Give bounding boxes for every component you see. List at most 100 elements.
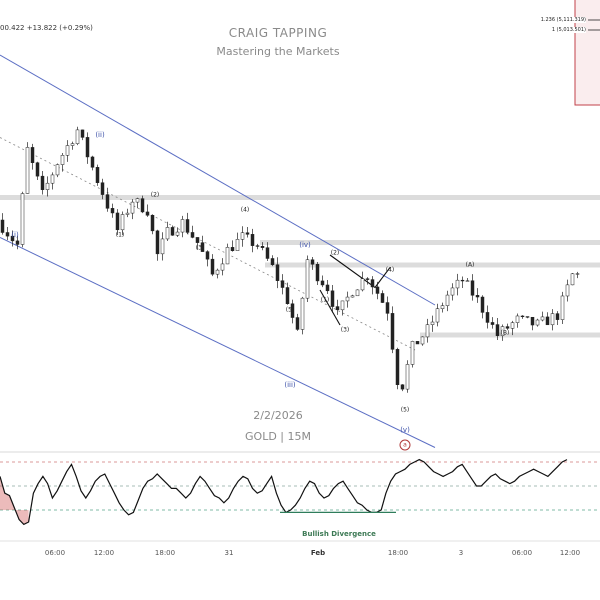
candle-body bbox=[230, 247, 235, 251]
fib-level-label: 1.236 (5,111.319) bbox=[540, 17, 586, 23]
candle-body bbox=[445, 294, 450, 306]
candle-body bbox=[160, 238, 165, 255]
candle-body bbox=[250, 234, 255, 246]
candle-body bbox=[480, 296, 485, 313]
candle-body bbox=[465, 280, 470, 282]
candle-body bbox=[505, 326, 510, 329]
candle-body bbox=[500, 326, 505, 336]
watermark-date: 2/2/2026 bbox=[253, 409, 303, 422]
channel-layer bbox=[0, 54, 436, 448]
candle-body bbox=[525, 316, 530, 318]
candle-body bbox=[440, 305, 445, 309]
candle-body bbox=[515, 315, 520, 323]
channel-lower-line bbox=[0, 237, 436, 448]
x-axis-tick-label: 06:00 bbox=[511, 549, 533, 557]
brand-subtitle: Mastering the Markets bbox=[216, 45, 340, 58]
x-axis-tick-label: 12:00 bbox=[559, 549, 581, 557]
candle-body bbox=[365, 278, 370, 280]
candle-body bbox=[150, 215, 155, 232]
candle-body bbox=[490, 322, 495, 325]
candle-body bbox=[190, 232, 195, 238]
candle-body bbox=[240, 232, 245, 240]
candle-body bbox=[435, 308, 440, 323]
candle-body bbox=[135, 198, 140, 203]
candle-body bbox=[545, 316, 550, 326]
oscillator-layer bbox=[0, 458, 568, 526]
candle-body bbox=[130, 201, 135, 214]
candle-body bbox=[295, 317, 300, 330]
candle-body bbox=[125, 212, 130, 215]
candle-body bbox=[320, 280, 325, 286]
candle-body bbox=[15, 240, 20, 245]
wave-label: (ii) bbox=[95, 131, 105, 139]
zone-layer bbox=[0, 195, 600, 338]
candle-body bbox=[220, 263, 225, 271]
target-box bbox=[574, 0, 600, 106]
wave-label: (v) bbox=[400, 426, 410, 434]
wave-label: (5) bbox=[400, 406, 410, 414]
sr-zone bbox=[420, 332, 600, 338]
candle-body bbox=[30, 147, 35, 163]
wave-label: (B) bbox=[500, 329, 510, 336]
candle-body bbox=[300, 297, 305, 330]
candle-body bbox=[85, 137, 90, 158]
candle-body bbox=[570, 273, 575, 286]
candle-body bbox=[375, 286, 380, 294]
channel-upper-line bbox=[0, 54, 436, 306]
candle-body bbox=[325, 284, 330, 292]
candle-body bbox=[35, 162, 40, 177]
candle-body bbox=[575, 273, 580, 275]
candle-body bbox=[530, 316, 535, 326]
candle-body bbox=[20, 193, 25, 245]
candle-body bbox=[560, 295, 565, 320]
wave-label: (3) bbox=[340, 326, 350, 334]
candle-body bbox=[180, 219, 185, 233]
candle-body bbox=[260, 246, 265, 248]
candle-body bbox=[195, 237, 200, 243]
wave-label: (2) bbox=[150, 191, 160, 199]
wave-label: (iii) bbox=[284, 381, 296, 389]
wave-label: (1) bbox=[320, 296, 330, 304]
candle-body bbox=[5, 232, 10, 237]
candle-body bbox=[120, 214, 125, 231]
candle-body bbox=[245, 232, 250, 235]
candle-body bbox=[75, 129, 80, 144]
candle-body bbox=[285, 287, 290, 305]
wedge-lower-line bbox=[319, 289, 341, 326]
oscillator-reference-lines bbox=[0, 461, 600, 511]
sr-zone bbox=[260, 240, 600, 245]
candle-body bbox=[520, 315, 525, 318]
candle-body bbox=[140, 198, 145, 213]
candle-body bbox=[205, 251, 210, 260]
candle-body bbox=[255, 245, 260, 247]
candlestick-layer bbox=[0, 126, 580, 393]
wave-label: (A) bbox=[465, 261, 475, 269]
candle-body bbox=[265, 247, 270, 259]
candle-body bbox=[420, 336, 425, 345]
candle-body bbox=[270, 258, 275, 265]
candle-body bbox=[510, 322, 515, 329]
candle-body bbox=[380, 293, 385, 303]
candle-body bbox=[455, 279, 460, 289]
fib-layer bbox=[588, 19, 600, 31]
wave-label: (4) bbox=[385, 266, 395, 274]
candle-body bbox=[425, 324, 430, 338]
x-axis-tick-label: 31 bbox=[224, 549, 234, 557]
candle-body bbox=[390, 313, 395, 350]
candle-body bbox=[395, 349, 400, 385]
candle-body bbox=[410, 341, 415, 365]
fib-level-label: 1 (5,013.501) bbox=[551, 27, 586, 33]
candle-body bbox=[555, 313, 560, 320]
wedge-upper-line bbox=[329, 254, 391, 289]
x-axis-tick-label: 06:00 bbox=[44, 549, 66, 557]
x-axis-tick-label: 3 bbox=[458, 549, 464, 557]
candle-body bbox=[335, 306, 340, 311]
candle-body bbox=[385, 302, 390, 314]
candle-body bbox=[310, 259, 315, 265]
candle-body bbox=[370, 279, 375, 288]
wave-label: (5) bbox=[285, 306, 295, 314]
candle-body bbox=[565, 284, 570, 297]
candle-body bbox=[115, 212, 120, 231]
candle-body bbox=[200, 242, 205, 252]
wave-label: (1) bbox=[115, 231, 125, 239]
